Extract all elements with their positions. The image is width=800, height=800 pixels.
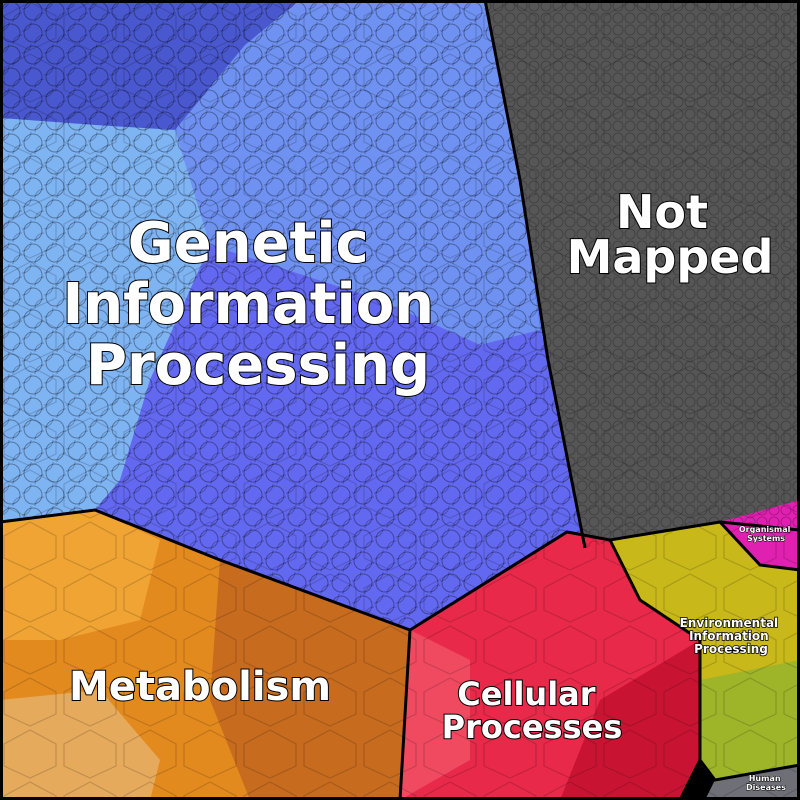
region-labels: Genetic Information Processing Not Mappe…	[61, 184, 793, 793]
environmental-subregion-bottom	[700, 660, 800, 780]
label-metabolism: Metabolism	[69, 664, 331, 710]
label-genetic-information-processing: Genetic Information Processing	[62, 211, 453, 398]
label-not-mapped: Not Mapped	[567, 185, 774, 284]
label-organismal-systems: Organismal Systems	[739, 525, 793, 543]
label-human-diseases: Human Diseases	[746, 774, 786, 792]
label-cellular-processes: Cellular Processes	[442, 675, 623, 746]
label-environmental-information-processing: Environmental Information Processing	[680, 616, 783, 656]
metabolism-subregion-left	[0, 510, 160, 640]
